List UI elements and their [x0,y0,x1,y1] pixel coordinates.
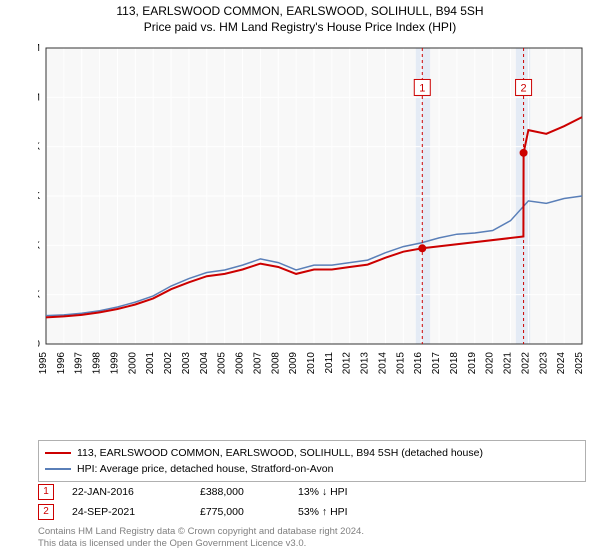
svg-text:2015: 2015 [395,352,406,375]
svg-text:2018: 2018 [449,352,460,375]
event-date: 24-SEP-2021 [72,506,182,518]
svg-text:2014: 2014 [377,352,388,375]
event-row: 1 22-JAN-2016 £388,000 13% ↓ HPI [38,482,586,502]
svg-text:2004: 2004 [199,352,210,375]
svg-text:1: 1 [419,82,425,94]
svg-text:£0: £0 [38,339,40,350]
legend-item: 113, EARLSWOOD COMMON, EARLSWOOD, SOLIHU… [45,445,579,461]
footer-text: Contains HM Land Registry data © Crown c… [38,526,364,551]
svg-text:2001: 2001 [145,352,156,375]
title-line1: 113, EARLSWOOD COMMON, EARLSWOOD, SOLIHU… [0,4,600,20]
svg-text:1996: 1996 [56,352,67,375]
event-date: 22-JAN-2016 [72,486,182,498]
legend-label: HPI: Average price, detached house, Stra… [77,463,333,475]
events-table: 1 22-JAN-2016 £388,000 13% ↓ HPI 2 24-SE… [38,482,586,522]
svg-text:£800K: £800K [38,142,40,153]
event-badge: 1 [38,484,54,500]
legend-label: 113, EARLSWOOD COMMON, EARLSWOOD, SOLIHU… [77,447,483,459]
footer-line2: This data is licensed under the Open Gov… [38,538,364,550]
svg-text:£600K: £600K [38,191,40,202]
svg-text:2009: 2009 [288,352,299,375]
svg-text:1999: 1999 [109,352,120,375]
event-price: £775,000 [200,506,280,518]
svg-text:2012: 2012 [342,352,353,375]
chart-title: 113, EARLSWOOD COMMON, EARLSWOOD, SOLIHU… [0,0,600,35]
svg-text:2022: 2022 [520,352,531,375]
svg-text:1995: 1995 [38,352,49,375]
svg-text:2: 2 [521,82,527,94]
legend-swatch [45,468,71,470]
svg-text:2021: 2021 [503,352,514,375]
svg-text:2023: 2023 [538,352,549,375]
svg-text:2003: 2003 [181,352,192,375]
svg-text:2016: 2016 [413,352,424,375]
title-line2: Price paid vs. HM Land Registry's House … [0,20,600,36]
event-price: £388,000 [200,486,280,498]
svg-text:2024: 2024 [556,352,567,375]
svg-text:2011: 2011 [324,352,335,374]
svg-text:2002: 2002 [163,352,174,375]
svg-text:£1M: £1M [38,92,40,103]
event-row: 2 24-SEP-2021 £775,000 53% ↑ HPI [38,502,586,522]
svg-text:2006: 2006 [235,352,246,375]
svg-text:£400K: £400K [38,240,40,251]
event-pct: 53% ↑ HPI [298,506,388,518]
event-pct: 13% ↓ HPI [298,486,388,498]
svg-text:1997: 1997 [74,352,85,375]
svg-text:2013: 2013 [360,352,371,375]
legend-swatch [45,452,71,454]
price-chart: £0 £200K £400K £600K £800K £1M £1.2M 1995 1996 19… [38,42,586,392]
svg-text:2007: 2007 [252,352,263,375]
svg-text:2000: 2000 [127,352,138,375]
svg-text:2020: 2020 [485,352,496,375]
svg-text:2010: 2010 [306,352,317,375]
footer-line1: Contains HM Land Registry data © Crown c… [38,526,364,538]
event-badge: 2 [38,504,54,520]
svg-text:1998: 1998 [92,352,103,375]
svg-text:2008: 2008 [270,352,281,375]
svg-text:2017: 2017 [431,352,442,375]
svg-text:2025: 2025 [574,352,585,375]
svg-text:£200K: £200K [38,290,40,301]
legend: 113, EARLSWOOD COMMON, EARLSWOOD, SOLIHU… [38,440,586,482]
svg-text:2019: 2019 [467,352,478,375]
legend-item: HPI: Average price, detached house, Stra… [45,461,579,477]
svg-text:2005: 2005 [217,352,228,375]
svg-text:£1.2M: £1.2M [38,43,40,54]
